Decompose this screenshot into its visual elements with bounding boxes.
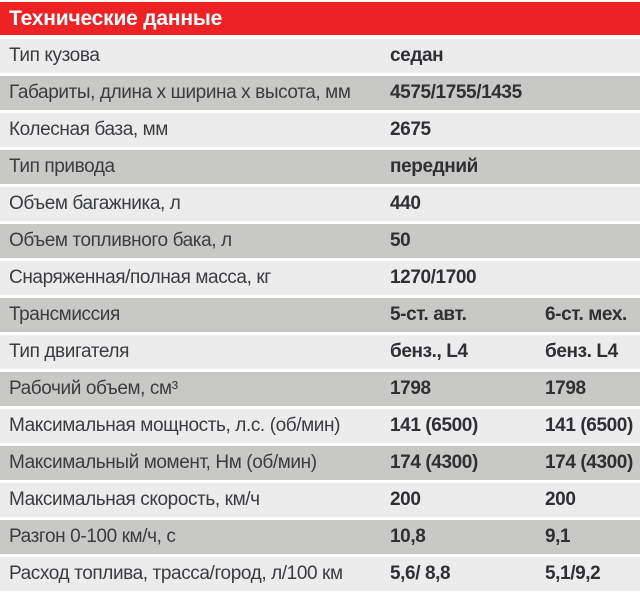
spec-value-col2: 6-ст. мех. xyxy=(545,304,627,325)
spec-value-col2: 1798 xyxy=(545,378,586,399)
spec-value-col2: бенз. L4 xyxy=(545,341,618,362)
spec-label: Тип двигателя xyxy=(9,341,130,362)
table-row: Расход топлива, трасса/город, л/100 км 5… xyxy=(0,557,640,591)
spec-label: Максимальный момент, Нм (об/мин) xyxy=(9,452,317,473)
table-title: Технические данные xyxy=(9,6,223,30)
table-row: Объем багажника, л 440 xyxy=(0,187,640,221)
spec-label: Колесная база, мм xyxy=(9,119,168,140)
spec-label: Объем топливного бака, л xyxy=(9,230,232,251)
spec-label: Максимальная скорость, км/ч xyxy=(9,489,260,510)
spec-value-col1: бенз., L4 xyxy=(390,341,468,362)
spec-value-col1: 200 xyxy=(390,489,421,510)
spec-value-col1: 5-ст. авт. xyxy=(390,304,467,325)
spec-value-col1: передний xyxy=(390,156,478,177)
spec-value-col1: 10,8 xyxy=(390,526,426,547)
table-row: Тип кузова седан xyxy=(0,39,640,73)
spec-label: Рабочий объем, см³ xyxy=(9,378,178,399)
spec-label: Тип привода xyxy=(9,156,115,177)
spec-value-col1: 1798 xyxy=(390,378,431,399)
spec-value-col1: 50 xyxy=(390,230,411,251)
spec-value-col1: 174 (4300) xyxy=(390,452,478,473)
spec-value-col2: 174 (4300) xyxy=(545,452,633,473)
spec-value-col1: 2675 xyxy=(390,119,431,140)
spec-value-col1: 440 xyxy=(390,193,421,214)
spec-value-col1: седан xyxy=(390,45,444,66)
spec-value-col2: 9,1 xyxy=(545,526,571,547)
spec-label: Разгон 0-100 км/ч, с xyxy=(9,526,176,547)
table-row: Колесная база, мм 2675 xyxy=(0,113,640,147)
spec-label: Тип кузова xyxy=(9,45,100,66)
spec-value-col1: 141 (6500) xyxy=(390,415,478,436)
spec-label: Снаряженная/полная масса, кг xyxy=(9,267,271,288)
table-row: Трансмиссия 5-ст. авт. 6-ст. мех. xyxy=(0,298,640,332)
spec-label: Объем багажника, л xyxy=(9,193,181,214)
table-row: Снаряженная/полная масса, кг 1270/1700 xyxy=(0,261,640,295)
table-header: Технические данные xyxy=(0,2,640,35)
spec-value-col2: 5,1/9,2 xyxy=(545,563,601,584)
table-row: Рабочий объем, см³ 1798 1798 xyxy=(0,372,640,406)
spec-label: Трансмиссия xyxy=(9,304,120,325)
spec-value-col1: 1270/1700 xyxy=(390,267,477,288)
spec-value-col2: 141 (6500) xyxy=(545,415,633,436)
spec-label: Максимальная мощность, л.с. (об/мин) xyxy=(9,415,341,436)
table-row: Объем топливного бака, л 50 xyxy=(0,224,640,258)
table-row: Максимальная мощность, л.с. (об/мин) 141… xyxy=(0,409,640,443)
spec-label: Габариты, длина х ширина х высота, мм xyxy=(9,82,351,103)
table-row: Максимальный момент, Нм (об/мин) 174 (43… xyxy=(0,446,640,480)
table-body: Тип кузова седан Габариты, длина х ширин… xyxy=(0,39,640,591)
table-row: Тип привода передний xyxy=(0,150,640,184)
spec-value-col2: 200 xyxy=(545,489,576,510)
spec-value-col1: 5,6/ 8,8 xyxy=(390,563,451,584)
spec-label: Расход топлива, трасса/город, л/100 км xyxy=(9,563,343,584)
table-row: Максимальная скорость, км/ч 200 200 xyxy=(0,483,640,517)
table-row: Тип двигателя бенз., L4 бенз. L4 xyxy=(0,335,640,369)
table-row: Разгон 0-100 км/ч, с 10,8 9,1 xyxy=(0,520,640,554)
table-row: Габариты, длина х ширина х высота, мм 45… xyxy=(0,76,640,110)
spec-value-col1: 4575/1755/1435 xyxy=(390,82,522,103)
